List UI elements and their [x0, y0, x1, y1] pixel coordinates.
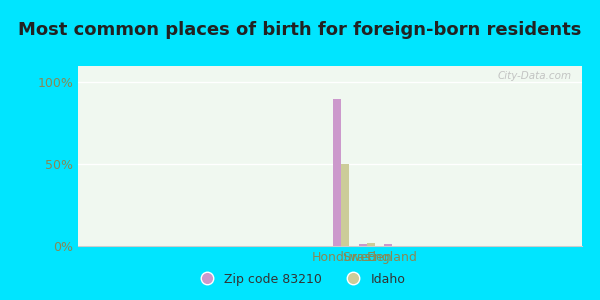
Bar: [341, 164, 349, 246]
Bar: [359, 244, 367, 246]
Bar: [367, 243, 374, 246]
Bar: [384, 244, 392, 246]
Text: Most common places of birth for foreign-born residents: Most common places of birth for foreign-…: [19, 21, 581, 39]
Legend: Zip code 83210, Idaho: Zip code 83210, Idaho: [189, 268, 411, 291]
Bar: [334, 99, 341, 246]
Text: City-Data.com: City-Data.com: [498, 71, 572, 81]
